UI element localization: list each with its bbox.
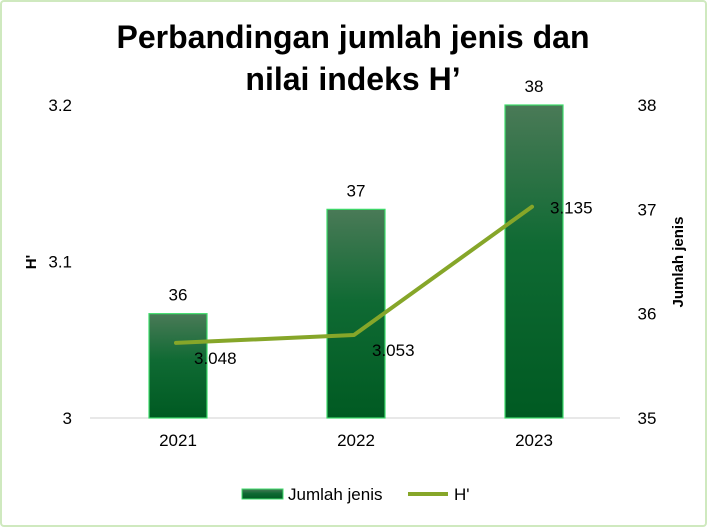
line-series: 3.048 3.053 3.135 <box>174 199 593 368</box>
category-label: 2021 <box>159 431 197 450</box>
left-tick-label: 3.1 <box>48 253 72 272</box>
legend-line-label: H' <box>454 485 470 504</box>
right-axis-title: Jumlah jenis <box>670 217 687 308</box>
left-tick-label: 3 <box>63 409 72 428</box>
line-data-label: 3.053 <box>372 341 415 360</box>
category-label: 2022 <box>337 431 375 450</box>
right-tick-label: 38 <box>638 96 657 115</box>
legend-bar-swatch <box>241 488 284 500</box>
right-tick-label: 37 <box>638 200 657 219</box>
right-tick-label: 36 <box>638 305 657 324</box>
line-data-label: 3.048 <box>194 349 237 368</box>
category-labels: 2021 2022 2023 <box>159 431 553 450</box>
bar-2021 <box>148 313 208 419</box>
legend: Jumlah jenis H' <box>241 485 470 504</box>
left-axis-title: H' <box>23 255 40 269</box>
bar-data-label: 37 <box>347 181 366 200</box>
bar-data-label: 38 <box>525 77 544 96</box>
bar-2022 <box>326 208 386 419</box>
right-tick-label: 35 <box>638 409 657 428</box>
chart-title-line-1: Perbandingan jumlah jenis dan <box>117 19 590 55</box>
left-axis-ticks: 3 3.1 3.2 <box>48 96 72 428</box>
right-axis-ticks: 35 36 37 38 <box>638 96 657 428</box>
bar-series: 36 37 38 <box>148 77 564 419</box>
line-data-label: 3.135 <box>550 199 593 218</box>
left-tick-label: 3.2 <box>48 96 72 115</box>
legend-bar-label: Jumlah jenis <box>288 485 383 504</box>
chart-title-line-2: nilai indeks H’ <box>245 61 460 97</box>
category-label: 2023 <box>515 431 553 450</box>
bar-data-label: 36 <box>169 286 188 305</box>
line-h-prime <box>174 204 534 345</box>
bar-2023 <box>504 104 564 419</box>
